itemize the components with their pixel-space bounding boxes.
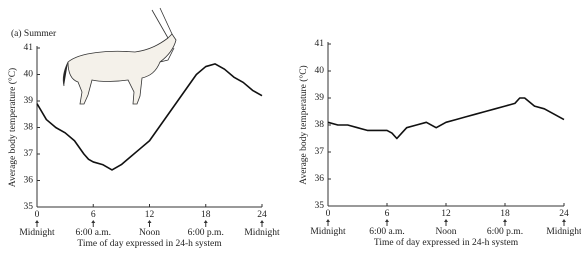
- tick-arrowhead: [562, 219, 566, 222]
- y-tick-label: 41: [315, 39, 325, 49]
- data-line: [328, 98, 564, 139]
- x-tick-caption: Midnight: [310, 227, 346, 237]
- y-tick-label: 40: [315, 66, 325, 76]
- y-tick-label: 40: [24, 70, 34, 80]
- tick-arrowhead: [91, 220, 95, 223]
- x-tick-caption: Noon: [435, 227, 456, 237]
- figure: 35 36 37 38 39 40 41 0 Midnight 6 6:00 a.m. 12 Noon 1…: [0, 0, 581, 257]
- x-axis-label: Time of day expressed in 24-h system: [374, 237, 519, 248]
- x-tick-label: 0: [35, 210, 40, 220]
- tick-arrowhead: [385, 219, 389, 222]
- tick-arrowhead: [148, 220, 152, 223]
- y-axis-label: Average body temperature (°C): [298, 65, 309, 184]
- x-tick-caption: 6:00 a.m.: [369, 227, 405, 237]
- x-tick-label: 18: [201, 210, 211, 220]
- x-tick-label: 12: [145, 210, 155, 220]
- x-tick-label: 6: [385, 209, 390, 219]
- tick-arrowhead: [35, 220, 39, 223]
- y-tick-label: 37: [24, 149, 34, 159]
- data-line: [37, 64, 262, 170]
- x-tick-label: 0: [326, 209, 331, 219]
- tick-arrowhead: [260, 220, 264, 223]
- x-tick-label: 12: [441, 209, 451, 219]
- x-tick-caption: Midnight: [546, 227, 581, 237]
- x-tick-caption: Midnight: [244, 228, 280, 238]
- x-tick-caption: Noon: [139, 228, 160, 238]
- tick-arrowhead: [444, 219, 448, 222]
- x-tick-caption: 6:00 p.m.: [487, 227, 523, 237]
- x-tick-label: 24: [257, 210, 267, 220]
- x-axis-label: Time of day expressed in 24-h system: [77, 238, 222, 249]
- x-tick-label: 24: [559, 209, 569, 219]
- y-tick-label: 39: [315, 93, 325, 103]
- x-tick-caption: 6:00 a.m.: [75, 228, 111, 238]
- y-tick-label: 38: [315, 120, 325, 130]
- tick-arrowhead: [204, 220, 208, 223]
- y-axis-label: Average body temperature (°C): [7, 68, 18, 187]
- y-tick-label: 36: [24, 176, 34, 186]
- x-tick-caption: Midnight: [19, 228, 55, 238]
- panel-title: (a) Summer: [11, 28, 57, 39]
- y-tick-label: 39: [24, 96, 34, 106]
- y-tick-label: 41: [24, 43, 34, 53]
- tick-arrowhead: [326, 219, 330, 222]
- x-tick-label: 18: [500, 209, 510, 219]
- y-tick-label: 35: [24, 202, 34, 212]
- x-tick-caption: 6:00 p.m.: [188, 228, 224, 238]
- y-tick-label: 37: [315, 147, 325, 157]
- tick-arrowhead: [503, 219, 507, 222]
- oryx-illustration: [63, 8, 176, 104]
- y-tick-label: 36: [315, 174, 325, 184]
- y-tick-label: 38: [24, 123, 34, 133]
- x-tick-label: 6: [91, 210, 96, 220]
- y-tick-label: 35: [315, 201, 325, 211]
